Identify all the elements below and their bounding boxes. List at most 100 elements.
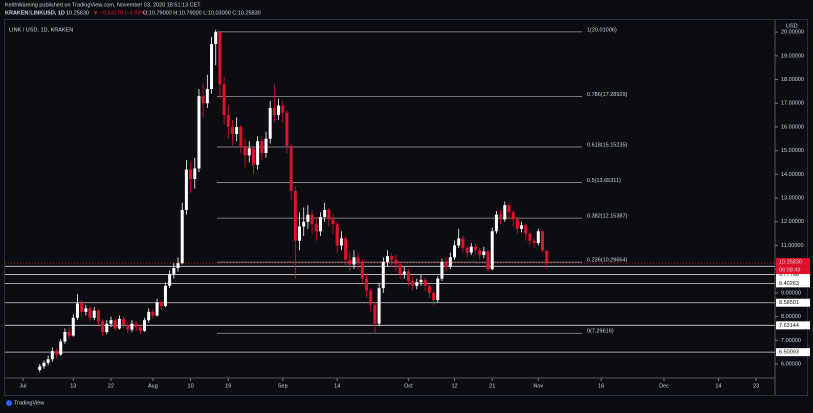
candle-body bbox=[180, 209, 184, 264]
candle-body bbox=[310, 214, 314, 225]
candle-body bbox=[55, 350, 59, 355]
x-tick-label: 19 bbox=[225, 383, 231, 389]
candle-body bbox=[197, 96, 201, 169]
candle-body bbox=[360, 262, 364, 279]
candle-body bbox=[189, 169, 193, 180]
candle-body bbox=[532, 240, 536, 244]
candle-body bbox=[63, 332, 67, 342]
candle-body bbox=[499, 214, 503, 220]
candle-body bbox=[205, 88, 209, 104]
candle-body bbox=[306, 214, 310, 222]
level-label-box bbox=[776, 348, 810, 357]
candle-body bbox=[331, 219, 335, 225]
candle-body bbox=[71, 317, 75, 336]
candle-body bbox=[406, 271, 410, 282]
candle-body bbox=[545, 250, 549, 264]
y-axis-label: USD bbox=[786, 23, 798, 29]
candle-body bbox=[42, 362, 46, 367]
candle-body bbox=[318, 217, 322, 232]
candle-body bbox=[80, 303, 84, 312]
y-tick-label: 13.00000 bbox=[781, 196, 804, 202]
candle-body bbox=[92, 310, 96, 318]
candle-body bbox=[457, 238, 461, 246]
fib-label: 0(7.29616) bbox=[587, 329, 614, 335]
candle-body bbox=[251, 148, 255, 165]
y-tick-label: 11.00000 bbox=[781, 243, 804, 249]
level-label-box bbox=[776, 270, 810, 279]
candle-body bbox=[210, 43, 214, 89]
chart-title: LINK / USD, 1D, KRAKEN bbox=[9, 27, 73, 33]
candle-body bbox=[130, 323, 134, 330]
candle-body bbox=[235, 126, 239, 135]
candle-body bbox=[335, 224, 339, 246]
candle-body bbox=[453, 245, 457, 258]
candle-body bbox=[193, 168, 197, 180]
candle-body bbox=[423, 279, 427, 286]
candle-body bbox=[381, 262, 385, 289]
candle-body bbox=[214, 32, 218, 44]
x-tick-label: Dec bbox=[659, 383, 669, 389]
candle-body bbox=[109, 320, 113, 324]
candle-body bbox=[398, 264, 402, 274]
level-label: 7.63144 bbox=[779, 323, 799, 329]
candle-body bbox=[134, 323, 138, 328]
candle-body bbox=[176, 263, 180, 268]
candle-body bbox=[222, 84, 226, 116]
candle-body bbox=[486, 251, 490, 270]
fib-label: 1(20.01006) bbox=[587, 27, 617, 33]
candle-body bbox=[352, 257, 356, 265]
y-tick-label: 20.00000 bbox=[781, 30, 804, 36]
candle-body bbox=[385, 256, 389, 263]
candle-body bbox=[390, 256, 394, 260]
candle-body bbox=[339, 238, 343, 246]
y-tick-label: 16.00000 bbox=[781, 124, 804, 130]
candle-body bbox=[172, 267, 176, 274]
level-label-box bbox=[776, 321, 810, 330]
x-tick-label: Nov bbox=[533, 383, 543, 389]
candle-body bbox=[96, 310, 100, 322]
candle-body bbox=[494, 214, 498, 232]
candle-body bbox=[427, 285, 431, 293]
candle-body bbox=[218, 32, 222, 85]
candle-body bbox=[155, 302, 159, 316]
candle-body bbox=[461, 238, 465, 248]
header-symbol: KRAKEN:LINKUSD, 1D bbox=[5, 10, 65, 16]
candle-body bbox=[444, 262, 448, 267]
candle-body bbox=[415, 282, 419, 286]
level-label: 9.77798 bbox=[779, 272, 799, 278]
candle-body bbox=[402, 271, 406, 274]
candle-body bbox=[394, 259, 398, 265]
level-label: 9.40263 bbox=[779, 281, 799, 287]
countdown-box bbox=[776, 266, 810, 275]
y-tick-label: 7.00000 bbox=[781, 338, 801, 344]
candle-body bbox=[293, 190, 297, 241]
x-tick-label: 22 bbox=[108, 383, 114, 389]
candle-body bbox=[46, 359, 50, 363]
candle-body bbox=[105, 323, 109, 333]
candle-body bbox=[59, 341, 63, 355]
header-author: KeithWareing published on TradingView.co… bbox=[5, 2, 201, 8]
candle-body bbox=[469, 246, 473, 253]
x-tick-label: 23 bbox=[753, 383, 759, 389]
candle-body bbox=[101, 321, 105, 333]
candle-body bbox=[122, 318, 126, 325]
y-tick-label: 14.00000 bbox=[781, 172, 804, 178]
candle-body bbox=[515, 219, 519, 229]
candle-body bbox=[302, 221, 306, 227]
candle-body bbox=[285, 112, 289, 146]
last-price-label: 10.25830 bbox=[779, 260, 802, 266]
candle-body bbox=[520, 225, 524, 229]
logo-icon bbox=[6, 400, 12, 406]
x-tick-label: 14 bbox=[715, 383, 721, 389]
candle-body bbox=[281, 105, 285, 113]
candle-body bbox=[264, 138, 268, 154]
candle-body bbox=[243, 145, 247, 156]
y-tick-label: 6.00000 bbox=[781, 361, 801, 367]
y-tick-label: 17.00000 bbox=[781, 101, 804, 107]
candle-body bbox=[344, 238, 348, 260]
candle-body bbox=[373, 304, 377, 324]
candle-body bbox=[117, 318, 121, 329]
level-label: 8.58501 bbox=[779, 300, 799, 306]
candle-body bbox=[151, 311, 155, 316]
